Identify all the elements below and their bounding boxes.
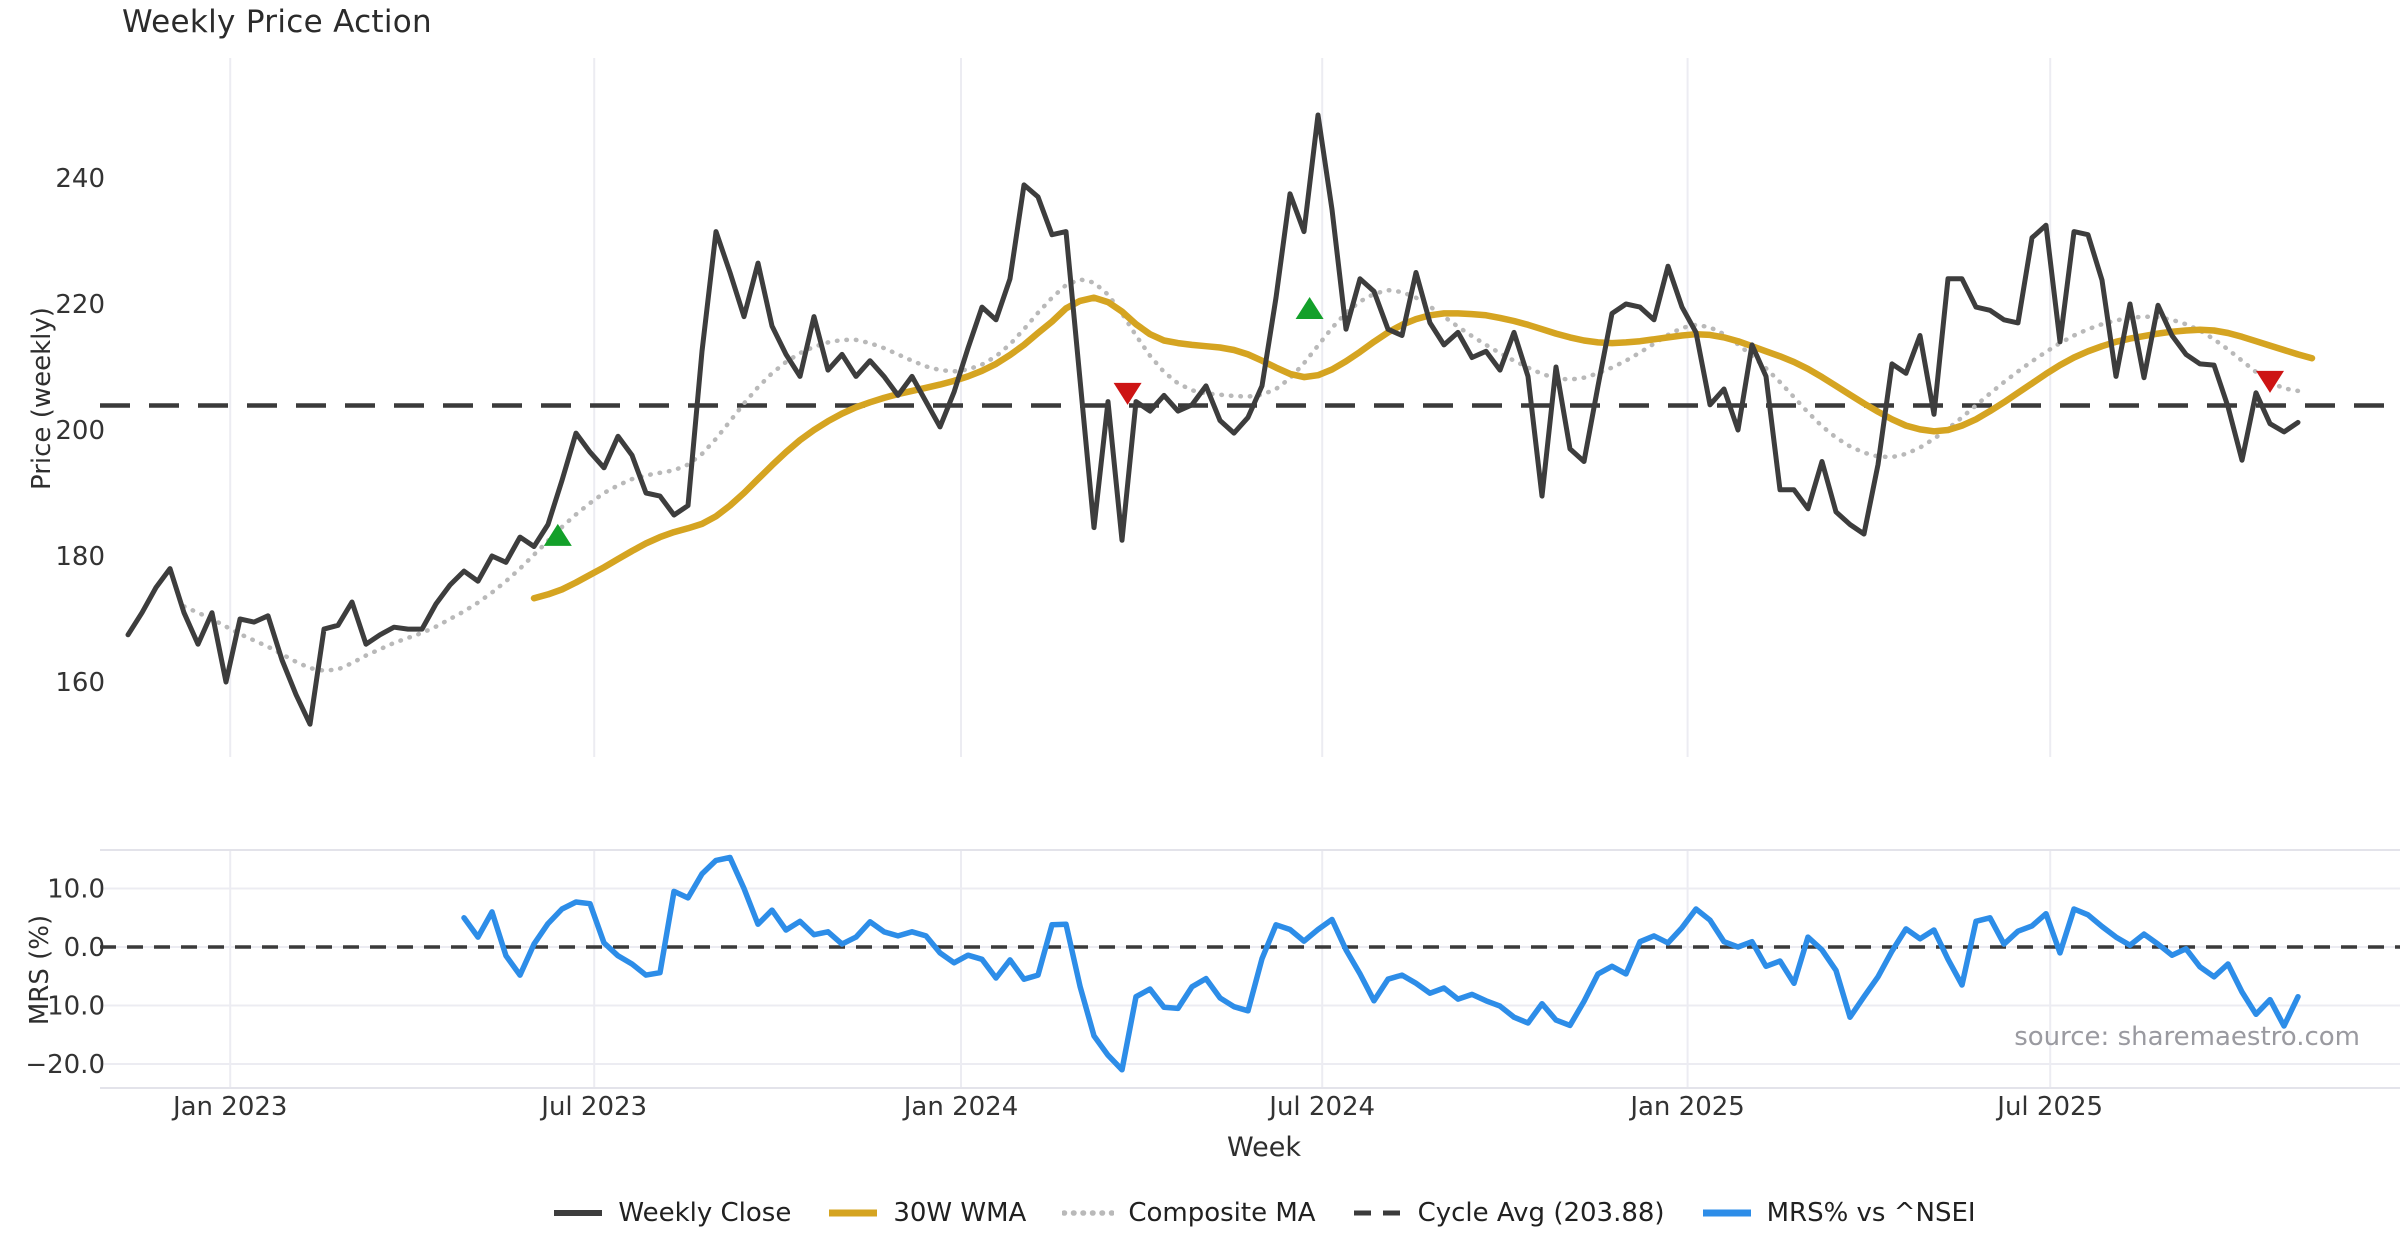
legend-item: 30W WMA (827, 1198, 1026, 1228)
sell-signal-icon (2256, 370, 2284, 393)
chart-title: Weekly Price Action (122, 4, 433, 40)
legend-label: MRS% vs ^NSEI (1766, 1198, 1976, 1228)
mrs-ytick: −10.0 (25, 992, 105, 1022)
sell-signal-icon (1113, 382, 1142, 405)
mrs-axis-label: MRS (%) (25, 914, 55, 1026)
chart-legend: Weekly Close 30W WMA Composite MA Cycle Avg… (128, 1198, 2400, 1228)
legend-swatch-icon (1062, 1210, 1115, 1216)
price-axis-label: Price (weekly) (27, 307, 57, 490)
legend-label: 30W WMA (893, 1198, 1027, 1228)
wma-30w-line (530, 294, 2316, 602)
x-tick: Jul 2025 (1995, 1092, 2103, 1122)
weekly-close-line (125, 112, 2301, 727)
x-axis-label: Week (1227, 1132, 1301, 1163)
legend-item: Cycle Avg (203.88) (1352, 1198, 1665, 1228)
legend-label: Cycle Avg (203.88) (1417, 1198, 1665, 1228)
mrs-ytick: 10.0 (47, 875, 105, 905)
legend-swatch-icon (1702, 1209, 1751, 1217)
mrs-ytick: −20.0 (25, 1050, 105, 1080)
buy-signal-icon (1295, 297, 1324, 320)
price-ytick: 160 (55, 668, 105, 698)
legend-item: Composite MA (1062, 1198, 1316, 1228)
legend-swatch-icon (1353, 1210, 1402, 1216)
signal-markers (543, 297, 2284, 546)
composite-ma-line (181, 277, 2301, 673)
legend-item: Weekly Close (552, 1198, 791, 1228)
x-tick: Jul 2023 (539, 1092, 647, 1122)
price-ytick: 220 (55, 290, 105, 320)
legend-swatch-icon (554, 1210, 603, 1216)
source-attribution: source: sharemaestro.com (2014, 1022, 2360, 1052)
mrs-ytick: 0.0 (64, 933, 105, 963)
x-tick: Jul 2024 (1267, 1092, 1375, 1122)
legend-label: Composite MA (1128, 1198, 1316, 1228)
x-tick: Jan 2025 (1628, 1092, 1745, 1122)
price-ytick: 200 (55, 416, 105, 446)
price-ytick: 240 (55, 164, 105, 194)
buy-signal-icon (543, 523, 572, 546)
x-tick: Jan 2023 (171, 1092, 288, 1122)
legend-label: Weekly Close (618, 1198, 792, 1228)
x-tick: Jan 2024 (902, 1092, 1019, 1122)
mrs-line (461, 854, 2301, 1073)
legend-swatch-icon (829, 1209, 878, 1217)
price-ytick: 180 (55, 542, 105, 572)
axis-tick-labels: 160 180 200 220 240 10.0 0.0 −10.0 −20.0 Jan 2023… (25, 164, 2103, 1122)
legend-item: MRS% vs ^NSEI (1701, 1198, 1976, 1228)
